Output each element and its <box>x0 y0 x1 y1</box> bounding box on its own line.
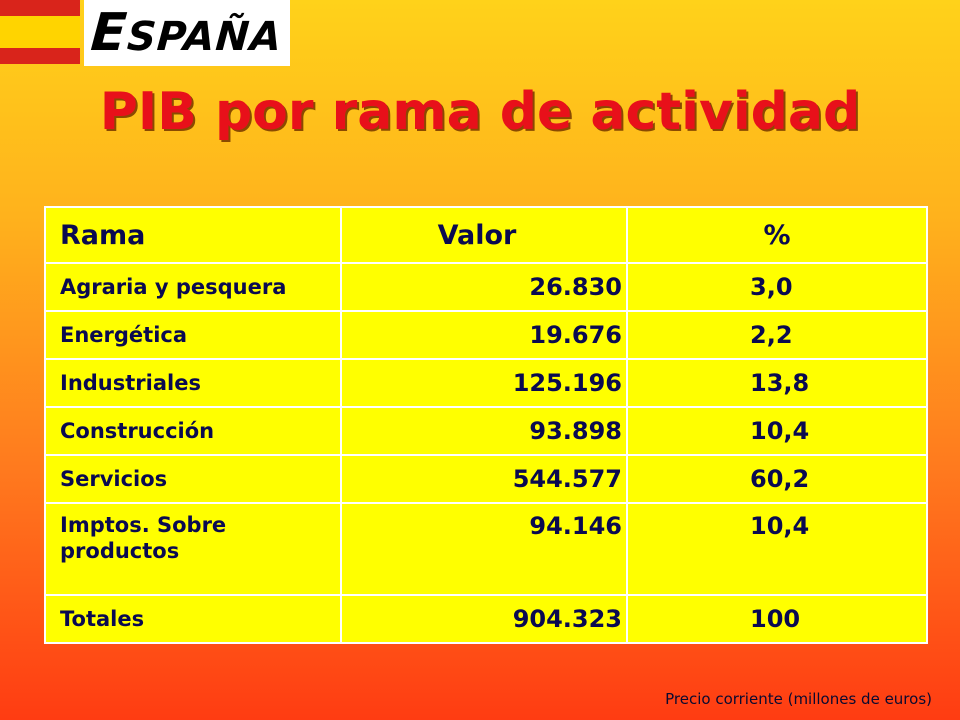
cell-valor: 26.830 <box>340 262 628 312</box>
header-rama: Rama <box>44 206 342 264</box>
flag-yellow-stripe <box>0 16 80 48</box>
cell-valor: 94.146 <box>340 502 628 596</box>
cell-valor: 544.577 <box>340 454 628 504</box>
cell-percent: 60,2 <box>626 454 928 504</box>
cell-percent: 10,4 <box>626 502 928 596</box>
cell-percent: 10,4 <box>626 406 928 456</box>
table-row: Construcción 93.898 10,4 <box>44 406 928 456</box>
table-row: Energética 19.676 2,2 <box>44 310 928 360</box>
cell-percent: 2,2 <box>626 310 928 360</box>
table-row: Industriales 125.196 13,8 <box>44 358 928 408</box>
pib-table: Rama Valor % Agraria y pesquera 26.830 3… <box>44 206 928 644</box>
table-header-row: Rama Valor % <box>44 206 928 264</box>
cell-valor-total: 904.323 <box>340 594 628 644</box>
cell-valor: 93.898 <box>340 406 628 456</box>
table-row: Agraria y pesquera 26.830 3,0 <box>44 262 928 312</box>
logo-rest: SPAÑA <box>125 14 285 60</box>
cell-rama: Agraria y pesquera <box>44 262 342 312</box>
table-row: Servicios 544.577 60,2 <box>44 454 928 504</box>
footnote: Precio corriente (millones de euros) <box>665 690 932 708</box>
cell-rama: Industriales <box>44 358 342 408</box>
header-percent: % <box>626 206 928 264</box>
table-row: Imptos. Sobre productos 94.146 10,4 <box>44 502 928 596</box>
flag-red-stripe <box>0 0 80 16</box>
cell-percent: 13,8 <box>626 358 928 408</box>
flag-red-stripe <box>0 48 80 64</box>
cell-rama: Servicios <box>44 454 342 504</box>
logo-text: ESPAÑA <box>89 3 285 63</box>
espana-logo: ESPAÑA <box>84 0 290 66</box>
cell-rama: Energética <box>44 310 342 360</box>
cell-valor: 125.196 <box>340 358 628 408</box>
table-total-row: Totales 904.323 100 <box>44 594 928 644</box>
spain-flag-icon <box>0 0 80 64</box>
page-title: PIB por rama de actividad <box>99 82 861 142</box>
cell-rama: Construcción <box>44 406 342 456</box>
cell-percent-total: 100 <box>626 594 928 644</box>
cell-valor: 19.676 <box>340 310 628 360</box>
cell-rama: Imptos. Sobre productos <box>44 502 342 596</box>
logo-first-letter: E <box>89 3 130 63</box>
header-valor: Valor <box>340 206 628 264</box>
cell-percent: 3,0 <box>626 262 928 312</box>
cell-rama-total: Totales <box>44 594 342 644</box>
